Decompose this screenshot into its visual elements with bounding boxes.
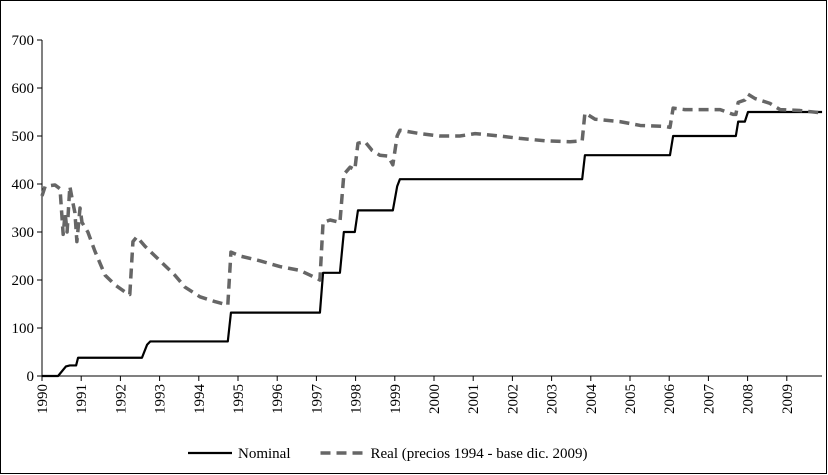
y-tick-label: 700 — [12, 33, 35, 49]
x-tick-label: 1993 — [153, 384, 169, 414]
series-line — [42, 110, 823, 378]
y-tick-label: 200 — [12, 273, 35, 289]
y-tick-label: 100 — [12, 321, 35, 337]
y-tick-label: 300 — [12, 225, 35, 241]
y-tick-label: 600 — [12, 81, 35, 97]
x-tick-label: 2007 — [701, 384, 717, 415]
x-tick-label: 2003 — [545, 384, 561, 414]
x-tick-label: 1995 — [231, 384, 247, 414]
x-tick-label: 2002 — [505, 384, 521, 414]
x-tick-label: 2001 — [466, 384, 482, 414]
x-tick-label: 1994 — [192, 384, 208, 415]
x-tick-label: 2006 — [662, 384, 678, 415]
x-tick-label: 2009 — [780, 384, 796, 414]
x-tick-label: 1999 — [388, 384, 404, 414]
y-tick-label: 0 — [27, 369, 35, 385]
y-tick-label: 400 — [12, 177, 35, 193]
series-line — [40, 92, 823, 307]
y-tick-label: 500 — [12, 129, 35, 145]
legend-label: Nominal — [238, 446, 291, 462]
x-tick-label: 1992 — [113, 384, 129, 414]
x-tick-label: 1996 — [270, 384, 286, 415]
x-tick-label: 1998 — [349, 384, 365, 414]
x-tick-label: 1991 — [74, 384, 90, 414]
x-tick-label: 2000 — [427, 384, 443, 414]
x-tick-label: 1997 — [309, 384, 325, 415]
legend-label: Real (precios 1994 - base dic. 2009) — [371, 446, 588, 462]
x-tick-label: 2004 — [584, 384, 600, 415]
x-tick-label: 2005 — [623, 384, 639, 414]
x-tick-label: 1990 — [35, 384, 51, 414]
x-tick-label: 2008 — [741, 384, 757, 414]
